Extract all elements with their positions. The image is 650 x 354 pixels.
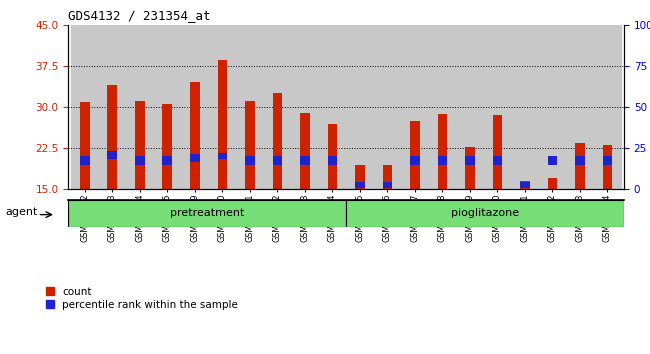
- Bar: [437, 114, 447, 189]
- Bar: [603, 156, 612, 165]
- Bar: [593, 25, 621, 189]
- Bar: [291, 25, 318, 189]
- Bar: [218, 153, 227, 159]
- Bar: [548, 156, 557, 165]
- Text: agent: agent: [5, 207, 38, 217]
- Bar: [575, 156, 585, 165]
- Bar: [245, 101, 255, 189]
- Bar: [575, 143, 585, 189]
- Bar: [484, 25, 511, 189]
- Bar: [355, 165, 365, 189]
- Bar: [548, 178, 557, 189]
- Bar: [272, 93, 282, 189]
- Bar: [272, 156, 282, 165]
- Bar: [603, 145, 612, 189]
- FancyBboxPatch shape: [68, 200, 346, 227]
- Bar: [328, 156, 337, 165]
- Text: pioglitazone: pioglitazone: [451, 208, 519, 218]
- Bar: [190, 154, 200, 162]
- Text: GDS4132 / 231354_at: GDS4132 / 231354_at: [68, 9, 211, 22]
- Bar: [80, 156, 90, 165]
- Bar: [135, 101, 144, 189]
- Bar: [539, 25, 566, 189]
- Bar: [99, 25, 126, 189]
- Bar: [209, 25, 236, 189]
- Bar: [520, 182, 530, 188]
- Bar: [135, 156, 144, 165]
- Bar: [520, 181, 530, 189]
- Bar: [383, 182, 392, 188]
- Bar: [465, 147, 474, 189]
- Bar: [428, 25, 456, 189]
- Bar: [328, 124, 337, 189]
- Bar: [80, 102, 90, 189]
- Bar: [107, 151, 117, 159]
- Bar: [181, 25, 209, 189]
- Bar: [456, 25, 484, 189]
- Bar: [346, 25, 374, 189]
- Bar: [465, 156, 474, 165]
- FancyBboxPatch shape: [346, 200, 624, 227]
- Legend: count, percentile rank within the sample: count, percentile rank within the sample: [44, 285, 240, 312]
- Bar: [374, 25, 401, 189]
- Bar: [437, 156, 447, 165]
- Bar: [236, 25, 264, 189]
- Bar: [264, 25, 291, 189]
- Bar: [245, 156, 255, 165]
- Bar: [300, 156, 309, 165]
- Bar: [511, 25, 539, 189]
- Bar: [162, 104, 172, 189]
- Bar: [300, 113, 309, 189]
- Text: pretreatment: pretreatment: [170, 208, 244, 218]
- Bar: [71, 25, 99, 189]
- Bar: [218, 61, 227, 189]
- Bar: [107, 85, 117, 189]
- Bar: [566, 25, 593, 189]
- Bar: [355, 182, 365, 188]
- Bar: [153, 25, 181, 189]
- Bar: [318, 25, 346, 189]
- Bar: [493, 115, 502, 189]
- Bar: [410, 156, 420, 165]
- Bar: [493, 156, 502, 165]
- Bar: [162, 156, 172, 165]
- Bar: [410, 121, 420, 189]
- Bar: [190, 82, 200, 189]
- Bar: [401, 25, 428, 189]
- Bar: [383, 165, 392, 189]
- Bar: [126, 25, 153, 189]
